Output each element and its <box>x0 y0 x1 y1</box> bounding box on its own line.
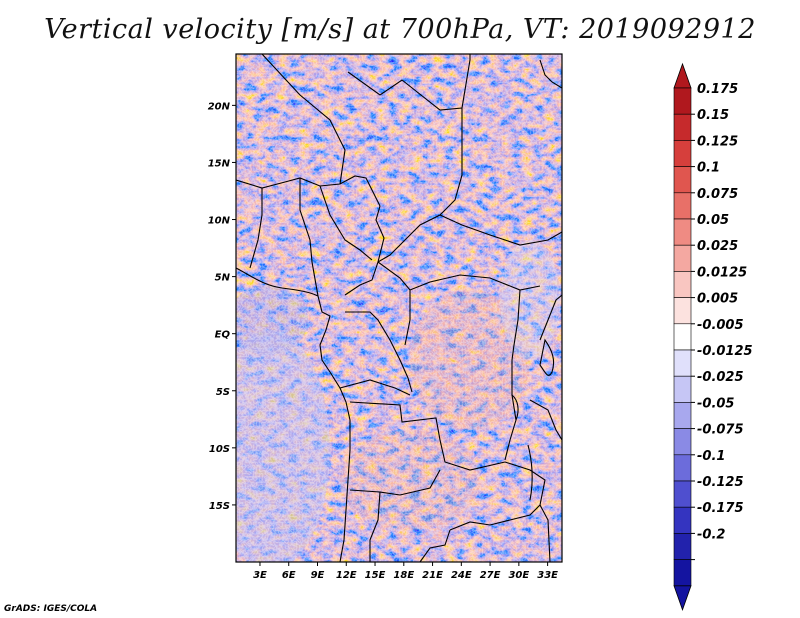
lon-tick-label: 18E <box>393 570 414 581</box>
colorbar-swatch <box>673 480 692 508</box>
colorbar-tick-label: 0.005 <box>697 292 738 307</box>
lat-tick-label: 5N <box>215 273 231 284</box>
colorbar-tick-label: -0.125 <box>697 475 744 490</box>
lon-tick-label: 24E <box>451 570 472 581</box>
colorbar-swatch <box>673 218 692 246</box>
colorbar-swatch <box>673 402 692 429</box>
colorbar-top-arrow <box>673 62 692 89</box>
country-borders <box>236 54 562 562</box>
colorbar-swatch <box>673 323 692 351</box>
colorbar-swatch <box>673 113 692 141</box>
lat-tick-label: 5S <box>216 387 230 398</box>
colorbar-tick-label: 0.1 <box>697 161 720 176</box>
colorbar-swatch <box>673 454 692 482</box>
lon-tick-label: 6E <box>282 570 296 581</box>
colorbar-swatch <box>673 506 692 534</box>
colorbar-tick-label: -0.05 <box>697 396 734 411</box>
colorbar-swatch <box>673 140 692 167</box>
colorbar-swatch <box>673 349 692 377</box>
lon-tick-label: 27E <box>480 570 501 581</box>
chart-title: Vertical velocity [m/s] at 700hPa, VT: 2… <box>44 14 756 45</box>
lon-tick-label: 21E <box>422 570 443 581</box>
map-axes: 20N 15N 10N 5N EQ 5S 10S 15S 3E 6E 9E 12E 15E 18E 21E 2… <box>208 101 558 581</box>
map-frame <box>235 53 563 563</box>
colorbar-tick-label: -0.1 <box>697 449 725 464</box>
colorbar-swatch <box>673 375 692 403</box>
colorbar-swatch <box>673 428 692 456</box>
colorbar-tick-label: -0.0125 <box>697 344 753 359</box>
lon-tick-label: 9E <box>311 570 325 581</box>
colorbar-tick-label: 0.075 <box>697 187 738 202</box>
colorbar-swatch <box>673 87 692 115</box>
footer-credit: GrADS: IGES/COLA <box>4 604 98 614</box>
lat-tick-label: 20N <box>208 101 231 112</box>
colorbar-tick-label: 0.15 <box>697 108 729 123</box>
colorbar: 0.175 0.15 0.125 0.1 0.075 0.05 0.025 0.0125 0.0… <box>673 62 753 611</box>
colorbar-tick-label: -0.2 <box>697 527 725 542</box>
colorbar-tick-label: 0.025 <box>697 239 738 254</box>
colorbar-swatch <box>673 166 692 194</box>
lon-tick-label: 15E <box>365 570 386 581</box>
colorbar-tick-label: -0.175 <box>697 501 744 516</box>
colorbar-tick-label: 0.0125 <box>697 265 747 280</box>
colorbar-tick-label: 0.05 <box>697 213 729 228</box>
velocity-field <box>236 54 562 562</box>
lat-tick-label: 15S <box>209 501 230 512</box>
lon-tick-label: 30E <box>508 570 529 581</box>
colorbar-swatch <box>673 271 692 298</box>
colorbar-swatch <box>673 297 692 325</box>
lon-tick-label: 3E <box>253 570 267 581</box>
colorbar-swatch <box>673 192 692 220</box>
colorbar-tick-label: 0.125 <box>697 134 738 149</box>
colorbar-tick-label: -0.025 <box>697 370 744 385</box>
colorbar-tick-label: -0.075 <box>697 423 744 438</box>
colorbar-swatch <box>673 533 692 560</box>
lon-tick-label: 33E <box>537 570 558 581</box>
lat-tick-label: 10N <box>208 216 231 227</box>
lon-tick-label: 12E <box>336 570 357 581</box>
colorbar-swatch <box>673 244 692 272</box>
colorbar-tick-label: 0.175 <box>697 82 738 97</box>
colorbar-swatch <box>673 559 692 587</box>
colorbar-tick-label: -0.005 <box>697 318 744 333</box>
colorbar-bottom-arrow <box>673 585 692 611</box>
lat-tick-label: EQ <box>215 330 231 341</box>
lat-tick-label: 10S <box>209 444 230 455</box>
lat-tick-label: 15N <box>208 158 231 169</box>
